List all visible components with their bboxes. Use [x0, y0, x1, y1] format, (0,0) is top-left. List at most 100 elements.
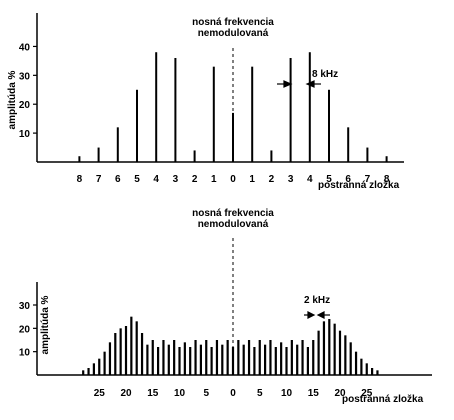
sideband-bar: [280, 342, 283, 375]
x-tick-label: 6: [345, 174, 351, 185]
sideband-bar: [376, 370, 379, 375]
y-tick-label: 10: [19, 348, 31, 359]
x-tick-label: 20: [334, 388, 346, 399]
sideband-bar: [98, 358, 101, 375]
sideband-bar: [140, 333, 144, 375]
sideband-bar: [173, 340, 176, 375]
top-chart-spacing-arrows: [277, 80, 321, 88]
bottom-chart-bars: [82, 238, 379, 375]
sideband-bar: [193, 150, 196, 162]
top-chart-arrow-left-head: [283, 80, 293, 88]
y-tick-label: 30: [19, 71, 31, 82]
x-tick-label: 3: [288, 174, 294, 185]
sideband-bar: [174, 58, 177, 162]
sideband-bar: [385, 156, 388, 162]
y-tick-label: 20: [19, 324, 31, 335]
bottom-chart-title-line2: nemodulovaná: [198, 219, 269, 230]
sideband-bar: [189, 347, 192, 375]
top-chart: nosná frekvencia nemodulovaná amplitúda …: [7, 13, 404, 191]
x-tick-label: 5: [203, 388, 209, 399]
sideband-bar: [274, 347, 277, 375]
sideband-bar: [221, 344, 224, 375]
sideband-bar: [78, 156, 81, 162]
top-chart-title-line1: nosná frekvencia: [192, 17, 274, 28]
bottom-chart-y-ticks: 10 20 30: [19, 301, 37, 359]
x-tick-label: 8: [384, 174, 390, 185]
top-chart-arrow-right-head: [305, 80, 315, 88]
sideband-bar: [199, 344, 202, 375]
sideband-bar: [270, 150, 273, 162]
sideband-bar: [212, 66, 215, 162]
sideband-bar: [119, 328, 122, 375]
sideband-bar: [306, 347, 309, 375]
y-tick-label: 20: [19, 100, 31, 111]
sideband-bar: [312, 340, 315, 375]
sideband-bar: [162, 340, 165, 375]
x-tick-label: 5: [257, 388, 263, 399]
x-tick-label: 25: [361, 388, 373, 399]
x-tick-label: 5: [134, 174, 140, 185]
y-tick-label: 30: [19, 301, 31, 312]
sideband-bar: [183, 342, 186, 375]
sideband-bar: [349, 342, 352, 375]
sideband-bar: [301, 340, 304, 375]
x-tick-label: 0: [230, 174, 236, 185]
bottom-chart-x-axis-label: postranná zložka: [342, 394, 424, 405]
sideband-bar: [205, 340, 208, 375]
sideband-bar: [151, 340, 154, 375]
x-tick-label: 2: [192, 174, 198, 185]
sideband-bar: [146, 344, 149, 375]
y-tick-label: 40: [19, 42, 31, 53]
sideband-bar: [116, 127, 119, 162]
sideband-bar: [135, 321, 138, 375]
sideband-bar: [82, 370, 85, 375]
bottom-chart-spacing-arrows: [304, 311, 330, 319]
sideband-bar: [264, 344, 267, 375]
sideband-bar: [242, 344, 245, 375]
sideband-bar: [210, 347, 213, 375]
x-tick-label: 4: [307, 174, 313, 185]
sideband-bar: [103, 351, 106, 375]
sideband-bar: [167, 344, 170, 375]
x-tick-label: 1: [249, 174, 255, 185]
bottom-chart-title-line1: nosná frekvencia: [192, 208, 274, 219]
sideband-bar: [365, 363, 368, 375]
top-chart-x-ticks: 8 7 6 5 4 3 2 1 0 1 2 3 4 5 6 7 8: [77, 174, 390, 185]
sideband-bar: [87, 368, 90, 375]
top-chart-y-axis-label: amplitúda %: [7, 70, 18, 129]
sideband-bar: [92, 363, 95, 375]
sideband-bar: [157, 347, 160, 375]
x-tick-label: 15: [308, 388, 320, 399]
x-tick-label: 25: [94, 388, 106, 399]
x-tick-label: 15: [147, 388, 159, 399]
sideband-bar: [251, 66, 254, 162]
sideband-bar: [322, 321, 326, 375]
top-chart-title-line2: nemodulovaná: [198, 28, 269, 39]
sideband-bar: [130, 316, 133, 375]
sideband-bar: [290, 340, 293, 375]
sideband-bar: [194, 340, 197, 375]
bottom-chart-arrow-right-head: [316, 311, 325, 319]
sideband-bar: [136, 89, 138, 162]
sideband-bar: [114, 333, 117, 375]
sideband-bar: [289, 58, 292, 162]
sideband-bar: [258, 340, 261, 375]
top-chart-bandwidth-label: 8 kHz: [312, 69, 338, 80]
sideband-bar: [360, 358, 363, 375]
x-tick-label: 7: [365, 174, 371, 185]
sideband-bar: [155, 52, 158, 162]
y-tick-label: 10: [19, 129, 31, 140]
x-tick-label: 4: [153, 174, 159, 185]
sideband-bar: [296, 344, 299, 375]
x-tick-label: 3: [173, 174, 179, 185]
x-tick-label: 20: [120, 388, 132, 399]
sideband-bar: [124, 326, 128, 375]
sideband-bar: [237, 340, 240, 375]
bottom-chart-arrow-left-head: [307, 311, 316, 319]
bottom-chart: nosná frekvencia nemodulovaná amplitúda …: [19, 208, 432, 405]
top-chart-y-ticks: 10 20 30 40: [19, 42, 37, 140]
sideband-bar: [328, 89, 330, 162]
sideband-bar: [328, 319, 331, 375]
x-tick-label: 10: [174, 388, 186, 399]
